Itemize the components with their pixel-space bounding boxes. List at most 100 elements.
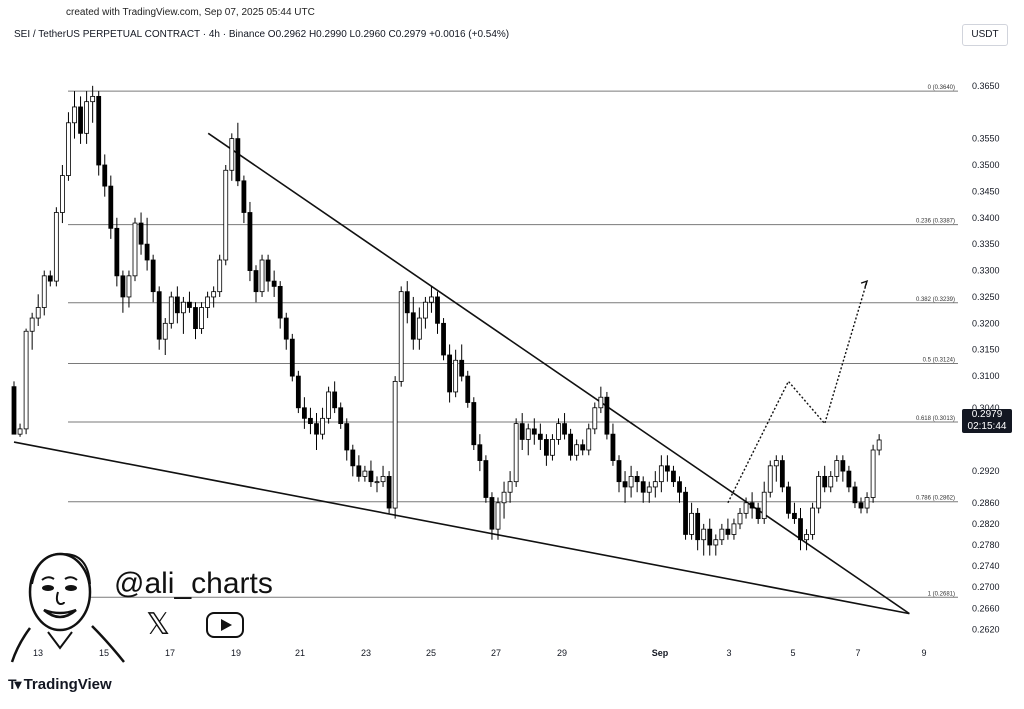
candle-body: [126, 275, 132, 298]
candle-body: [114, 227, 120, 277]
candle-body: [695, 512, 701, 541]
y-tick-label: 0.2620: [972, 624, 1000, 634]
candle-body: [465, 375, 471, 403]
x-axis[interactable]: 13 15 17 19 21 23 25 27 29 Sep 3 5 7 9: [33, 648, 927, 658]
candle-body: [544, 439, 549, 456]
candle-body: [556, 423, 561, 440]
candle-body: [586, 428, 592, 451]
y-tick-label: 0.3550: [972, 134, 1000, 144]
candle-body: [779, 460, 785, 488]
candle-body: [646, 486, 652, 493]
projection-line: [727, 280, 868, 504]
trendline-lower: [13, 441, 910, 615]
candle-body: [283, 317, 289, 340]
fib-label: 1 (0.2681): [928, 591, 955, 597]
fib-label: 0.5 (0.3124): [923, 357, 955, 363]
tradingview-mark-icon: T▾: [8, 676, 22, 692]
candle-body: [314, 423, 319, 435]
candle-body: [72, 106, 77, 124]
fib-levels: 0 (0.3640) 0.236 (0.3387) 0.382 (0.3239) 0.…: [68, 85, 958, 598]
candle-body: [53, 212, 59, 282]
candle-body: [658, 465, 664, 483]
candle-body: [162, 322, 168, 340]
y-tick-label: 0.3450: [972, 186, 1000, 196]
candle-body: [308, 417, 313, 425]
candle-body: [253, 270, 259, 293]
x-tick-label: 25: [426, 648, 436, 658]
candle-body: [108, 185, 114, 229]
ohlc-change: +0.0016 (+0.54%): [429, 29, 510, 40]
y-tick-label: 0.3350: [972, 239, 1000, 249]
x-logo-icon: 𝕏: [146, 608, 171, 641]
candle-body: [332, 391, 338, 409]
symbol-info-line[interactable]: SEI / TetherUS PERPETUAL CONTRACT · 4h ·…: [14, 29, 509, 40]
candle-body: [289, 338, 295, 377]
y-axis[interactable]: 0.3650 0.3550 0.3500 0.3450 0.3400 0.3350 0.33…: [972, 81, 1000, 635]
tradingview-logo[interactable]: T▾ TradingView: [8, 676, 112, 693]
y-tick-label: 0.3400: [972, 213, 1000, 223]
candle-body: [761, 491, 767, 520]
y-tick-label: 0.3150: [972, 345, 1000, 355]
y-tick-label: 0.2740: [972, 561, 1000, 571]
x-tick-label: 15: [99, 648, 109, 658]
candle-body: [47, 275, 53, 282]
candle-body: [580, 444, 586, 451]
candle-body: [592, 407, 598, 430]
candle-body: [362, 470, 368, 477]
candle-body: [707, 528, 713, 546]
symbol-info[interactable]: SEI / TetherUS PERPETUAL CONTRACT · 4h ·…: [14, 29, 266, 40]
y-tick-label: 0.3250: [972, 292, 1000, 302]
candle-body: [495, 502, 501, 530]
fib-label: 0.236 (0.3387): [916, 219, 955, 225]
candle-body: [513, 423, 519, 483]
candle-body: [320, 417, 325, 435]
candle-body: [525, 428, 531, 440]
candle-body: [78, 106, 83, 134]
candle-body: [737, 512, 743, 525]
candle-body: [11, 386, 17, 435]
candle-body: [792, 512, 797, 520]
y-tick-label: 0.2860: [972, 498, 1000, 508]
candle-body: [144, 243, 150, 261]
candle-body: [471, 402, 477, 446]
fib-label: 0.786 (0.2862): [916, 496, 955, 502]
x-tick-label: 27: [491, 648, 501, 658]
candle-body: [429, 296, 434, 303]
cartoon-face-icon: [10, 552, 125, 663]
x-tick-label: Sep: [652, 648, 669, 658]
candle-body: [156, 291, 162, 340]
y-tick-label: 0.3500: [972, 160, 1000, 170]
youtube-logo-icon: [206, 612, 244, 638]
ohlc-close: C0.2979: [388, 29, 427, 40]
projection-path: [727, 280, 869, 504]
candle-body: [550, 439, 555, 456]
candle-body: [846, 470, 852, 488]
candle-body: [35, 307, 41, 319]
candle-body: [241, 180, 247, 213]
currency-button[interactable]: USDT: [962, 24, 1008, 46]
candle-body: [301, 407, 307, 419]
candle-body: [616, 460, 622, 483]
x-tick-label: 13: [33, 648, 43, 658]
author-handle: @ali_charts: [114, 567, 273, 600]
candle-body: [23, 330, 29, 430]
trendline-upper: [207, 132, 910, 615]
candle-body: [689, 512, 694, 535]
x-tick-label: 29: [557, 648, 567, 658]
candle-body: [816, 475, 822, 509]
candle-body: [120, 275, 126, 298]
candle-body: [870, 449, 876, 498]
candle-body: [60, 175, 65, 213]
candle-body: [229, 138, 235, 171]
y-tick-label: 0.3650: [972, 81, 1000, 91]
candle-body: [501, 491, 507, 504]
candle-body: [864, 497, 870, 509]
x-tick-label: 5: [790, 648, 795, 658]
trendlines: [13, 132, 910, 615]
fib-label: 0 (0.3640): [928, 85, 955, 91]
projection-arrowhead: [860, 280, 869, 288]
y-tick-label: 0.2820: [972, 519, 1000, 529]
candle-body: [743, 502, 749, 514]
candle-body: [392, 380, 398, 509]
